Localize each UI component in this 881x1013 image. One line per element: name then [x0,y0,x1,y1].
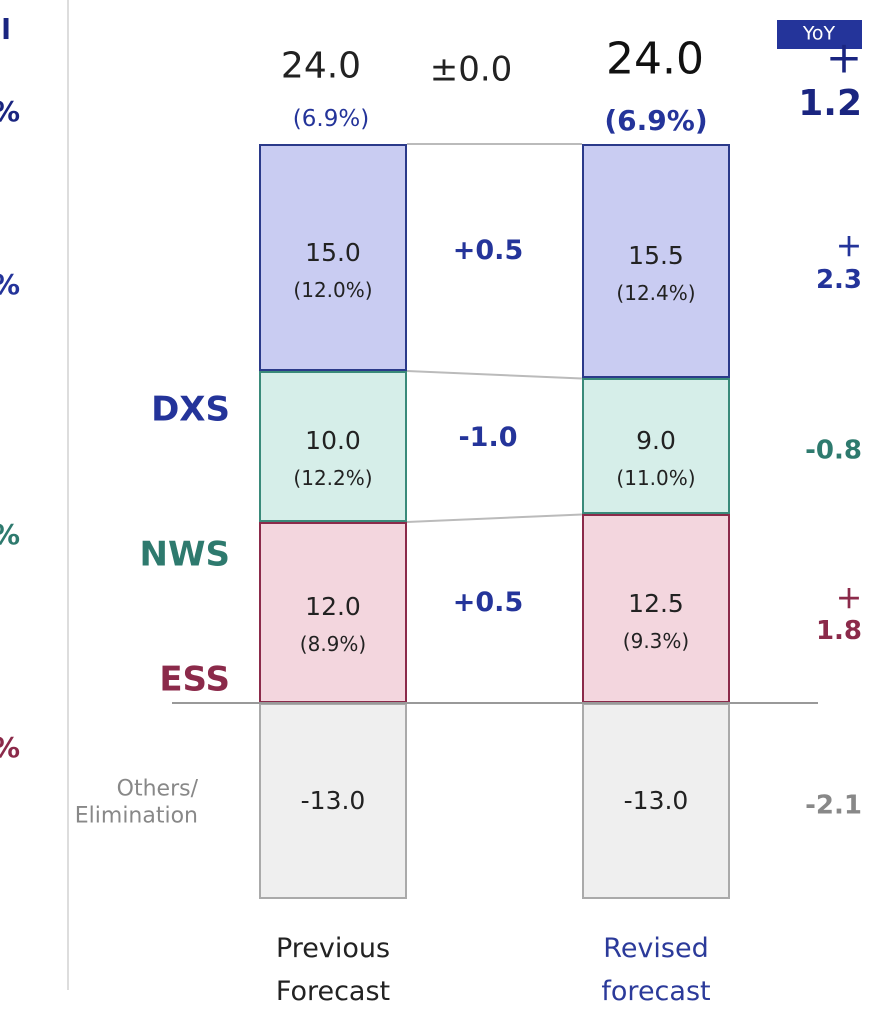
segment-margin: (12.0%) [293,277,373,302]
segment-value: 12.0 [305,592,361,622]
change-label: +0.5 [452,586,524,618]
divider [67,0,69,990]
segment-value: -13.0 [623,786,689,816]
category-label: Revised forecast [601,932,711,1007]
connector [406,369,583,380]
connector [407,143,582,146]
total-margin: (6.9%) [604,104,708,138]
total-yoy: ＋1.2 [798,39,863,124]
segment-margin: (11.0%) [616,466,696,491]
bar-segment [582,378,730,515]
edge-fragment: % [0,518,20,552]
segment-margin: (8.9%) [299,632,367,657]
change-label: +0.5 [452,235,524,267]
segment-name: DXS [151,389,230,430]
segment-value: 15.5 [628,241,684,271]
segment-margin: (12.2%) [293,466,373,491]
baseline [172,702,818,704]
segment-value: -13.0 [300,786,366,816]
bar-segment [259,521,407,703]
bar-segment [582,703,730,900]
edge-fragment: % [0,268,20,302]
segment-value: 12.5 [628,588,684,618]
segment-margin: (9.3%) [622,628,690,653]
segment-name: ESS [159,659,230,700]
total-margin: (6.9%) [292,106,370,133]
segment-margin: (12.4%) [616,281,696,306]
bar-segment [259,370,407,522]
bar-segment [259,703,407,900]
segment-name: NWS [139,534,230,575]
yoy-label: ＋2.3 [815,233,863,295]
edge-fragment: % [0,95,20,129]
total-value: 24.0 [280,45,362,87]
category-label: Previous Forecast [275,932,391,1007]
edge-fragment: l [1,13,11,47]
yoy-title: YoY [802,22,836,45]
total-value: 24.0 [606,33,704,85]
yoy-label: -0.8 [805,435,862,466]
segment-name: Others/ Elimination [74,776,198,829]
change-label: -1.0 [458,422,518,454]
edge-fragment: % [0,731,20,765]
bar-segment [259,144,407,371]
connector [406,513,583,523]
yoy-label: -2.1 [805,790,862,821]
segment-value: 9.0 [636,426,676,456]
bar-segment [582,144,730,379]
segment-value: 10.0 [305,426,361,456]
total-change: ±0.0 [429,49,513,90]
yoy-badge [777,20,862,49]
segment-value: 15.0 [305,237,361,267]
yoy-label: ＋1.8 [815,584,863,646]
